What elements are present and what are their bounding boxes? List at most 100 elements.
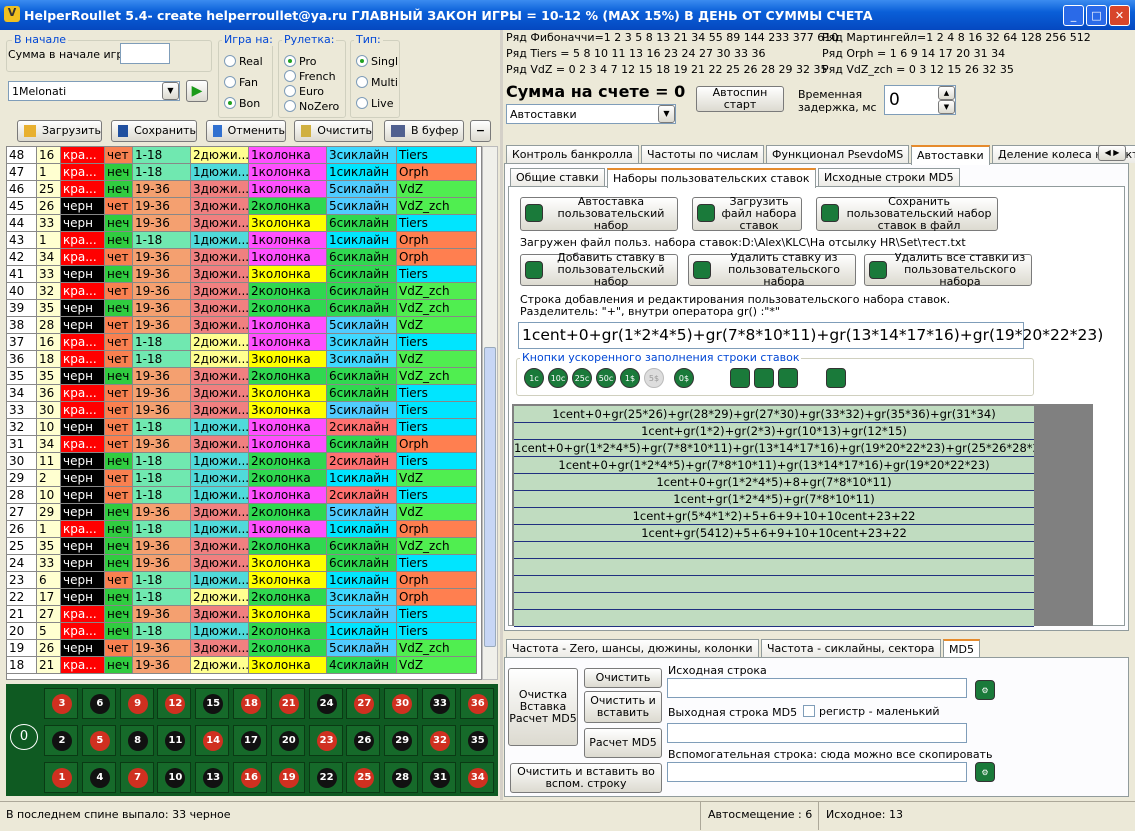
number-chip[interactable]: 15	[203, 694, 224, 714]
radio-button[interactable]	[224, 97, 236, 109]
bet-list-row[interactable]	[514, 542, 1034, 559]
number-chip[interactable]: 3	[52, 694, 72, 714]
quick-icon[interactable]	[730, 368, 750, 388]
number-chip[interactable]: 35	[467, 731, 488, 751]
bet-list-row[interactable]: 1cent+0+gr(1*2*4*5)+gr(7*8*10*11)+gr(13*…	[514, 457, 1034, 474]
quick-icon[interactable]: 5$	[644, 368, 664, 388]
number-chip[interactable]: 20	[278, 731, 299, 751]
number-chip[interactable]: 19	[278, 768, 299, 788]
number-chip[interactable]: 22	[316, 768, 337, 788]
bet-list-row[interactable]: 1cent+gr(5412)+5+6+9+10+10cent+23+22	[514, 525, 1034, 542]
number-chip[interactable]: 10	[165, 768, 186, 788]
bet-list-row[interactable]: 1cent+0+gr(25*26)+gr(28*29)+gr(27*30)+gr…	[514, 406, 1034, 423]
start-sum-input[interactable]	[120, 43, 170, 64]
number-chip[interactable]: 26	[354, 731, 375, 751]
number-chip[interactable]: 32	[430, 731, 450, 751]
radio-button[interactable]	[284, 85, 296, 97]
tab[interactable]: MD5	[943, 639, 980, 659]
action-button[interactable]: Загрузить файл набора ставок	[692, 196, 802, 232]
bet-list-row[interactable]: 1cent+0+gr(1*2*4*5)+gr(7*8*10*11)+gr(13*…	[514, 440, 1034, 457]
bet-list-row[interactable]: 1cent+gr(5*4*1*2)+5+6+9+10+10cent+23+22	[514, 508, 1034, 525]
number-chip[interactable]: 17	[241, 731, 261, 751]
tab[interactable]: Общие ставки	[510, 168, 605, 186]
tab[interactable]: Частота - сиклайны, сектора	[761, 639, 941, 657]
quick-icon[interactable]: 25c	[572, 368, 592, 388]
close-button[interactable]: ✕	[1109, 5, 1130, 26]
number-chip[interactable]: 18	[241, 694, 261, 714]
bet-list-row[interactable]	[514, 576, 1034, 593]
bet-list-row[interactable]: 1cent+gr(1*2)+gr(2*3)+gr(10*13)+gr(12*15…	[514, 423, 1034, 440]
number-chip[interactable]: 12	[165, 694, 186, 714]
tab[interactable]: Контроль банкролла	[506, 145, 639, 163]
bet-list-row[interactable]	[514, 559, 1034, 576]
tab[interactable]: Наборы пользовательских ставок	[607, 168, 816, 188]
number-chip[interactable]: 4	[89, 768, 110, 788]
radio-button[interactable]	[224, 76, 236, 88]
radio-button[interactable]	[284, 55, 296, 67]
autospin-button[interactable]: Автоспин старт	[696, 86, 784, 112]
zero-cell[interactable]: 0	[10, 724, 38, 750]
mode-select[interactable]: Автоставки	[506, 104, 676, 124]
number-chip[interactable]: 6	[89, 694, 110, 714]
number-chip[interactable]: 16	[241, 768, 261, 788]
toolbar-button[interactable]: Сохранить	[111, 120, 197, 142]
number-chip[interactable]: 7	[127, 768, 148, 788]
number-chip[interactable]: 25	[354, 768, 375, 788]
quick-icon[interactable]: 0$	[674, 368, 694, 388]
toolbar-button[interactable]: В буфер	[384, 120, 464, 142]
number-chip[interactable]: 13	[203, 768, 224, 788]
bet-list-row[interactable]	[514, 593, 1034, 610]
number-chip[interactable]: 9	[127, 694, 148, 714]
aux-icon[interactable]: ⚙	[975, 762, 995, 782]
number-chip[interactable]: 34	[467, 768, 488, 788]
toolbar-button[interactable]: Очистить	[294, 120, 373, 142]
md5-calc[interactable]: Расчет MD5	[584, 728, 662, 758]
md5-aux-button[interactable]: Очистить и вставить во вспом. строку	[510, 763, 662, 793]
tab[interactable]: Функционал PsevdoMS	[766, 145, 910, 163]
dropdown-arrow[interactable]: ▼	[162, 82, 179, 100]
toolbar-button[interactable]: Отменить	[206, 120, 286, 142]
tab[interactable]: Исходные строки MD5	[818, 168, 960, 186]
quick-icon[interactable]: 10c	[548, 368, 568, 388]
collapse-button[interactable]: −	[470, 120, 491, 142]
maximize-button[interactable]: □	[1086, 5, 1107, 26]
radio-button[interactable]	[284, 100, 296, 112]
action-button[interactable]: Автоставка пользовательский набор	[520, 196, 678, 232]
radio-button[interactable]	[356, 97, 368, 109]
go-button[interactable]: ▶	[186, 80, 208, 102]
action-button[interactable]: Удалить ставку из пользовательского набо…	[688, 252, 856, 288]
quick-icon[interactable]	[826, 368, 846, 388]
number-chip[interactable]: 8	[127, 731, 148, 751]
number-chip[interactable]: 1	[52, 768, 72, 788]
spin-down[interactable]: ▼	[938, 100, 955, 114]
edit-input[interactable]: 1cent+0+gr(1*2*4*5)+gr(7*8*10*11)+gr(13*…	[518, 322, 1103, 349]
toolbar-button[interactable]: Загрузить	[17, 120, 102, 142]
number-chip[interactable]: 2	[52, 731, 72, 751]
number-chip[interactable]: 11	[165, 731, 186, 751]
number-chip[interactable]: 21	[278, 694, 299, 714]
tab[interactable]: Частота - Zero, шансы, дюжины, колонки	[506, 639, 759, 657]
action-button[interactable]: Сохранить пользовательский набор ставок …	[816, 196, 998, 232]
minimize-button[interactable]: _	[1063, 5, 1084, 26]
bet-list-row[interactable]	[514, 610, 1034, 627]
number-chip[interactable]: 30	[392, 694, 413, 714]
quick-icon[interactable]: 1c	[524, 368, 544, 388]
md5-clear[interactable]: Очистить	[584, 668, 662, 688]
tab-scroll[interactable]: ◀ ▶	[1098, 145, 1126, 161]
tab[interactable]: Автоставки	[911, 145, 990, 165]
scrollbar[interactable]	[482, 146, 498, 680]
number-chip[interactable]: 31	[430, 768, 450, 788]
number-chip[interactable]: 33	[430, 694, 450, 714]
scroll-thumb[interactable]	[484, 347, 496, 647]
number-chip[interactable]: 29	[392, 731, 413, 751]
md5-icon[interactable]: ⚙	[975, 680, 995, 700]
number-chip[interactable]: 14	[203, 731, 224, 751]
number-chip[interactable]: 24	[316, 694, 337, 714]
spin-up[interactable]: ▲	[938, 86, 955, 100]
radio-button[interactable]	[356, 76, 368, 88]
number-chip[interactable]: 36	[467, 694, 488, 714]
quick-icon[interactable]	[778, 368, 798, 388]
number-chip[interactable]: 5	[89, 731, 110, 751]
action-button[interactable]: Удалить все ставки из пользовательского …	[864, 252, 1032, 288]
lowercase-checkbox[interactable]	[803, 705, 815, 717]
